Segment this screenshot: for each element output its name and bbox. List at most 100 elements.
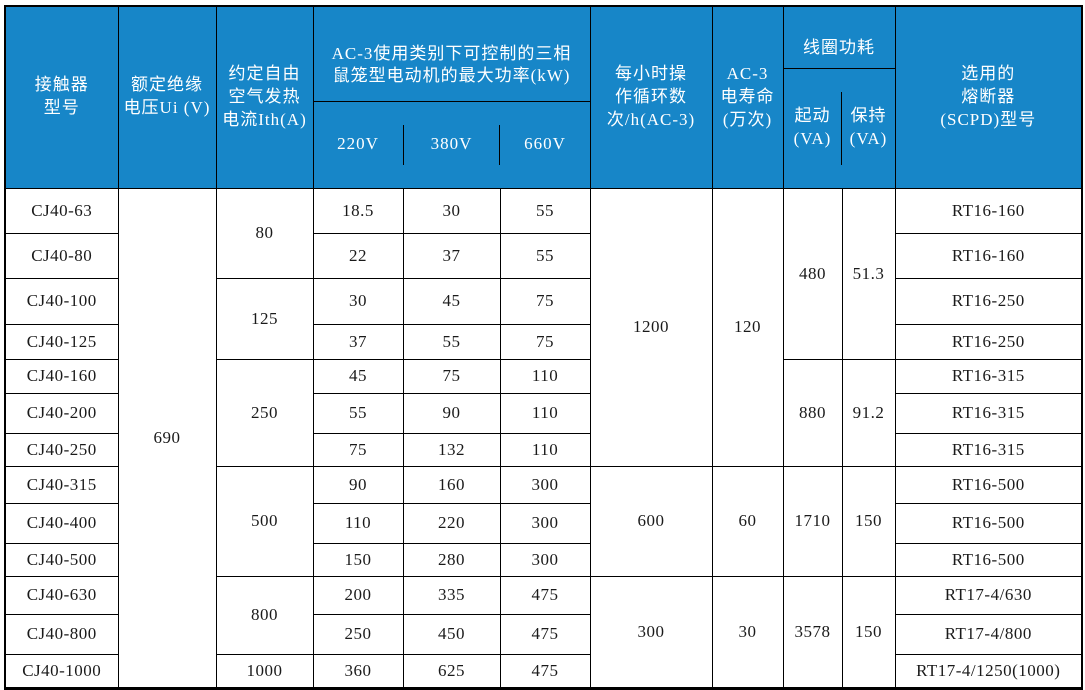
ith-cell: 800 [215,575,314,655]
power-660-cell: 110 [499,432,591,467]
coil-hold-cell: 150 [841,575,896,689]
header-220v: 220V [314,124,404,165]
power-220-cell: 200 [312,575,404,615]
power-660-cell: 300 [499,502,591,544]
model-cell: CJ40-800 [4,613,119,655]
table-row: CJ40-200 55 90 110 RT16-315 [4,392,1083,434]
fuse-cell: RT16-500 [894,502,1083,544]
table-row: CJ40-63 690 80 18.5 30 55 1200 120 480 5… [4,187,1083,689]
power-660-cell: 475 [499,613,591,655]
power-380-cell: 90 [402,392,501,434]
coil-hold-cell: 91.2 [841,358,896,467]
power-380-cell: 37 [402,232,501,279]
power-220-cell: 250 [312,613,404,655]
model-cell: CJ40-315 [4,465,119,504]
life-cell: 30 [711,575,784,689]
power-660-cell: 55 [499,187,591,234]
header-row: 接触器 型号 额定绝缘 电压Ui (V) 约定自由 空气发热 电流Ith(A) … [4,5,1083,189]
ops-cell: 600 [589,465,713,577]
power-660-cell: 300 [499,465,591,504]
contactor-spec-table: 接触器 型号 额定绝缘 电压Ui (V) 约定自由 空气发热 电流Ith(A) … [4,5,1084,690]
coil-start-cell: 1710 [782,465,843,577]
fuse-cell: RT17-4/630 [894,575,1083,615]
ith-cell: 500 [215,465,314,577]
power-380-cell: 132 [402,432,501,467]
model-cell: CJ40-125 [4,323,119,360]
table-row: CJ40-100 125 30 45 75 RT16-250 [4,277,1083,360]
ith-cell: 80 [215,187,314,279]
coil-start-cell: 880 [782,358,843,467]
table-row: CJ40-250 75 132 110 RT16-315 [4,432,1083,467]
table-row: CJ40-125 37 55 75 RT16-250 [4,323,1083,360]
ops-cell: 1200 [589,187,713,467]
power-660-cell: 75 [499,323,591,360]
table-row: CJ40-400 110 220 300 RT16-500 [4,502,1083,544]
fuse-cell: RT16-315 [894,358,1083,394]
fuse-cell: RT16-500 [894,542,1083,577]
header-power-group: AC-3使用类别下可控制的三相 鼠笼型电动机的最大功率(kW) 220V 380… [312,5,591,189]
power-660-cell: 55 [499,232,591,279]
fuse-cell: RT17-4/1250(1000) [894,653,1083,689]
power-660-cell: 475 [499,653,591,689]
fuse-cell: RT16-250 [894,277,1083,325]
header-thermal-current: 约定自由 空气发热 电流Ith(A) [215,5,314,189]
model-cell: CJ40-80 [4,232,119,279]
power-220-cell: 18.5 [312,187,404,234]
life-cell: 120 [711,187,784,467]
power-660-cell: 300 [499,542,591,577]
header-coil-group: 线圈功耗 起动 (VA) 保持 (VA) [782,5,896,189]
header-electrical-life: AC-3 电寿命 (万次) [711,5,784,189]
ith-cell: 125 [215,277,314,360]
power-380-cell: 220 [402,502,501,544]
ith-cell: 1000 [215,653,314,689]
model-cell: CJ40-500 [4,542,119,577]
header-insulation-voltage: 额定绝缘 电压Ui (V) [117,5,217,189]
ith-cell: 250 [215,358,314,467]
header-hold-va: 保持 (VA) [849,106,888,149]
power-220-cell: 37 [312,323,404,360]
power-660-cell: 75 [499,277,591,325]
model-cell: CJ40-250 [4,432,119,467]
voltage-ui-cell: 690 [117,187,217,689]
ops-cell: 300 [589,575,713,689]
power-220-cell: 90 [312,465,404,504]
power-380-cell: 160 [402,465,501,504]
fuse-cell: RT16-250 [894,323,1083,360]
header-coil-title: 线圈功耗 [784,30,895,69]
fuse-cell: RT16-315 [894,432,1083,467]
header-660v: 660V [524,134,566,154]
power-660-cell: 475 [499,575,591,615]
power-220-cell: 45 [312,358,404,394]
header-power-title: AC-3使用类别下可控制的三相 鼠笼型电动机的最大功率(kW) [314,30,590,102]
table-row: CJ40-80 22 37 55 RT16-160 [4,232,1083,279]
power-380-cell: 75 [402,358,501,394]
power-380-cell: 450 [402,613,501,655]
page: 接触器 型号 额定绝缘 电压Ui (V) 约定自由 空气发热 电流Ith(A) … [4,5,1084,690]
model-cell: CJ40-200 [4,392,119,434]
power-220-cell: 30 [312,277,404,325]
model-cell: CJ40-630 [4,575,119,615]
power-220-cell: 150 [312,542,404,577]
fuse-cell: RT16-160 [894,232,1083,279]
model-cell: CJ40-400 [4,502,119,544]
fuse-cell: RT16-315 [894,392,1083,434]
header-380v: 380V [404,124,501,165]
table-row: CJ40-160 250 45 75 110 880 91.2 RT16-315 [4,358,1083,467]
power-380-cell: 45 [402,277,501,325]
power-220-cell: 110 [312,502,404,544]
table-row: CJ40-500 150 280 300 RT16-500 [4,542,1083,577]
header-fuse: 选用的 熔断器 (SCPD)型号 [894,5,1083,189]
life-cell: 60 [711,465,784,577]
model-cell: CJ40-100 [4,277,119,325]
power-380-cell: 280 [402,542,501,577]
power-220-cell: 75 [312,432,404,467]
table-row: CJ40-315 500 90 160 300 600 60 1710 150 … [4,465,1083,577]
fuse-cell: RT17-4/800 [894,613,1083,655]
header-model: 接触器 型号 [4,5,119,189]
power-660-cell: 110 [499,358,591,394]
power-660-cell: 110 [499,392,591,434]
model-cell: CJ40-160 [4,358,119,394]
power-380-cell: 335 [402,575,501,615]
power-380-cell: 55 [402,323,501,360]
power-380-cell: 30 [402,187,501,234]
